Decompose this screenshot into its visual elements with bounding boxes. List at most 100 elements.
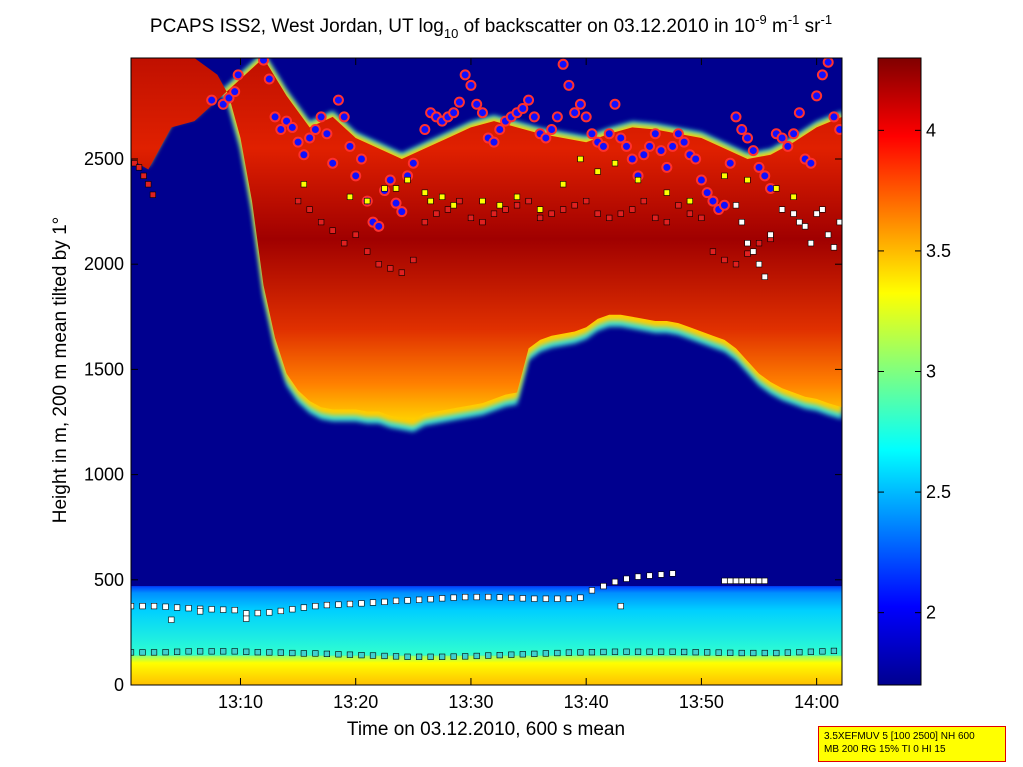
series-6-square-marker [289,649,296,657]
series-5-square-marker [761,577,768,584]
layer-top-circle-marker [828,111,840,123]
layer-top-circle-marker [407,157,419,169]
series-1-square-marker [663,189,670,196]
layer-top-circle-marker [747,145,759,157]
series-6-square-marker [784,649,791,656]
series-6-square-marker [392,653,400,660]
y-axis-label: Height in m, 200 m mean tilted by 1° [50,217,71,523]
series-6-square-marker [312,650,319,657]
series-6-square-marker [738,649,745,657]
layer-top-circle-marker [655,145,667,157]
series-6-square-marker [162,649,169,656]
layer-top-circle-marker [667,140,679,152]
layer-top-circle-marker [609,98,621,110]
series-6-square-marker [277,649,284,656]
series-2-square-marker [709,248,717,255]
layer-top-circle-marker [603,128,615,140]
series-4-square-marker [588,587,596,594]
layer-top-circle-marker [390,197,402,209]
series-6-square-marker [185,648,192,655]
layer-top-circle-marker [286,121,298,133]
y-tick-label: 500 [94,570,124,590]
series-5-square-marker [197,608,204,615]
info-line-2: MB 200 RG 15% TI 0 HI 15 [824,744,946,755]
series-4-square-marker [565,595,572,602]
series-4-square-marker [162,603,169,610]
series-2-square-marker [306,206,313,213]
layer-top-circle-marker [494,124,506,136]
series-4-square-marker [496,594,503,601]
series-2-square-marker [755,240,763,247]
series-1-square-marker [364,197,371,205]
series-2-square-marker [732,261,740,268]
series-2-square-marker [433,210,440,217]
series-1-square-marker [346,193,354,200]
series-6-square-marker [254,649,261,656]
series-1-square-marker [611,160,619,167]
y-tick-label: 0 [114,675,124,695]
series-3-square-marker [767,231,774,238]
layer-top-circle-marker [275,124,287,136]
series-4-square-marker [358,600,365,607]
series-6-square-marker [427,653,434,660]
series-4-square-marker [577,594,584,601]
series-4-square-marker [173,604,181,611]
series-2-square-marker [149,191,156,198]
series-2-square-marker [560,206,567,213]
layer-top-circle-marker [822,58,834,68]
layer-top-circle-marker [730,111,742,123]
layer-top-circle-marker [586,128,598,140]
series-6-square-marker [404,653,411,660]
series-6-square-marker [773,649,780,657]
series-4-square-marker [646,572,653,579]
series-2-square-marker [663,219,670,226]
series-3-square-marker [819,206,826,213]
layer-top-circle-marker [465,79,477,91]
series-6-square-marker [381,652,388,660]
series-2-square-marker [456,197,463,205]
series-2-square-marker [525,197,532,205]
x-tick-label: 13:30 [448,692,493,712]
series-6-square-marker [508,651,515,658]
series-2-square-marker [375,261,382,268]
layer-top-circle-marker [315,111,327,123]
series-5-square-marker [750,577,757,584]
layer-top-circle-marker [557,58,569,70]
plot-frame [130,57,843,686]
series-1-square-marker [634,176,642,184]
layer-top-circle-marker [350,170,362,182]
layer-top-circle-marker [782,140,794,152]
layer-top-circle-marker [232,69,244,81]
layer-top-circle-marker [229,86,241,98]
layer-top-circle-marker [355,153,367,165]
series-4-square-marker [300,604,307,611]
series-6-square-marker [681,648,688,656]
series-4-square-marker [289,606,296,613]
layer-top-circle-marker [626,153,638,165]
series-6-square-marker [692,649,699,656]
layer-top-circle-marker [580,111,592,123]
series-6-square-marker [220,648,227,655]
x-tick-label: 14:00 [794,692,839,712]
colorbar-tick-label: 3.5 [926,241,951,261]
series-2-square-marker [721,256,728,264]
series-4-square-marker [185,605,192,612]
series-1-square-marker [496,202,503,209]
series-6-square-marker [335,651,342,658]
series-6-square-marker [439,653,446,660]
series-6-square-marker [577,649,584,656]
series-3-square-marker [755,261,763,268]
series-6-square-marker [496,652,503,659]
series-4-square-marker [542,595,549,602]
series-6-square-marker [450,653,457,660]
series-4-square-marker [254,609,261,617]
series-2-square-marker [606,214,613,222]
series-5-square-marker [617,602,624,610]
layer-top-circle-marker [332,94,344,106]
series-4-square-marker [439,595,446,602]
series-2-square-marker [341,240,348,247]
layer-top-circle-marker [574,98,586,110]
layer-top-circle-marker [597,140,609,152]
series-4-square-marker [508,594,515,601]
layer-top-circle-marker [269,111,281,123]
